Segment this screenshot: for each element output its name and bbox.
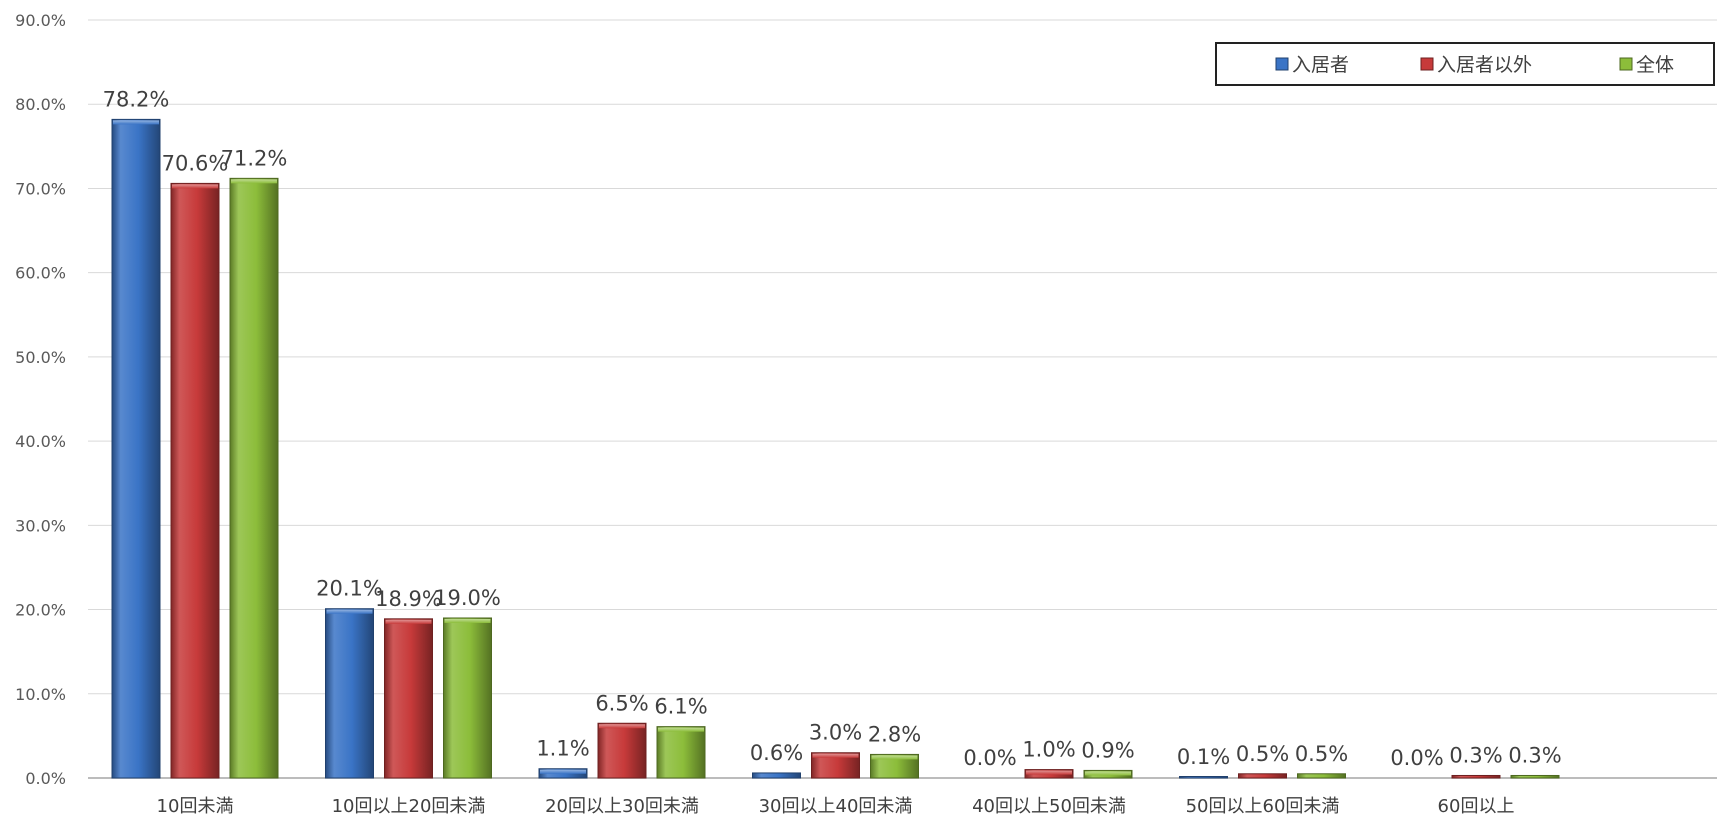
data-label: 70.6% <box>162 151 229 175</box>
data-label: 2.8% <box>868 722 921 746</box>
data-labels: 78.2% 70.6%71.2% 20.1%18.9%19.0% 1.1%6.5% 6.… <box>103 87 1562 770</box>
data-label: 0.3% <box>1449 743 1502 767</box>
data-label: 18.9% <box>375 587 442 611</box>
bar <box>1297 773 1346 779</box>
bar-highlight <box>871 755 918 760</box>
bar-highlight <box>172 184 218 189</box>
bar-highlight <box>540 769 586 774</box>
x-tick-label: 60回以上 <box>1438 796 1515 817</box>
data-label: 0.0% <box>963 746 1016 770</box>
data-label: 1.1% <box>536 737 589 761</box>
legend-swatch <box>1420 57 1434 71</box>
data-label: 1.0% <box>1022 738 1075 762</box>
bar <box>597 722 647 779</box>
bar-highlight <box>1085 771 1131 776</box>
bar <box>229 177 279 779</box>
data-label: 3.0% <box>809 721 862 745</box>
x-axis: 10回未満 10回以上20回未満 20回以上30回未満 30回以上40回未満 40回以上… <box>157 796 1515 817</box>
data-label: 0.0% <box>1390 746 1443 770</box>
data-label: 0.9% <box>1081 738 1134 762</box>
legend-label: 入居者 <box>1292 54 1349 76</box>
data-label: 6.5% <box>595 691 648 715</box>
bar <box>1510 774 1560 779</box>
bars <box>111 118 1560 779</box>
bar-highlight <box>658 727 704 732</box>
bar <box>1179 776 1228 779</box>
data-label: 0.3% <box>1508 743 1561 767</box>
bar-highlight <box>231 179 277 184</box>
y-axis: 0.0% 10.0% 20.0% 30.0% 40.0% 50.0% 60.0% 70.0% 8… <box>15 11 66 788</box>
data-label: 19.0% <box>434 586 501 610</box>
data-label: 0.1% <box>1177 745 1230 769</box>
x-tick-label: 30回以上40回未満 <box>759 796 913 817</box>
legend-swatch <box>1619 57 1633 71</box>
x-tick-label: 10回以上20回未満 <box>332 796 486 817</box>
y-tick-label: 20.0% <box>15 601 66 620</box>
bar-highlight <box>444 618 491 623</box>
y-tick-label: 0.0% <box>25 769 66 788</box>
bar <box>111 118 161 779</box>
data-label: 78.2% <box>103 87 170 111</box>
bar <box>752 772 801 779</box>
bar <box>170 182 220 779</box>
x-tick-label: 40回以上50回未満 <box>972 796 1126 817</box>
bar <box>1451 774 1501 779</box>
y-tick-label: 90.0% <box>15 11 66 30</box>
bar-highlight <box>113 120 159 125</box>
legend-label: 全体 <box>1636 54 1674 76</box>
bar-highlight <box>1026 770 1072 775</box>
bar <box>384 618 433 779</box>
x-tick-label: 50回以上60回未満 <box>1186 796 1340 817</box>
data-label: 20.1% <box>316 577 383 601</box>
legend-label: 入居者以外 <box>1437 54 1532 76</box>
y-tick-label: 60.0% <box>15 264 66 283</box>
y-tick-label: 40.0% <box>15 432 66 451</box>
data-label: 0.5% <box>1236 742 1289 766</box>
bar <box>325 608 374 779</box>
data-label: 6.1% <box>654 695 707 719</box>
bar-highlight <box>326 609 373 614</box>
bar <box>443 617 492 779</box>
data-label: 0.6% <box>750 741 803 765</box>
y-tick-label: 30.0% <box>15 516 66 535</box>
y-tick-label: 80.0% <box>15 95 66 114</box>
bar-highlight <box>599 724 645 729</box>
x-tick-label: 10回未満 <box>157 796 234 817</box>
data-label: 71.2% <box>221 146 288 170</box>
bar-highlight <box>385 619 432 624</box>
bar <box>1238 773 1287 779</box>
legend-swatch <box>1275 57 1289 71</box>
x-tick-label: 20回以上30回未満 <box>545 796 699 817</box>
bar-highlight <box>812 753 859 758</box>
y-tick-label: 10.0% <box>15 685 66 704</box>
y-tick-label: 70.0% <box>15 179 66 198</box>
legend: 入居者 入居者以外 全体 <box>1215 42 1715 86</box>
y-tick-label: 50.0% <box>15 348 66 367</box>
bar <box>656 726 706 779</box>
bar <box>870 753 919 779</box>
data-label: 0.5% <box>1295 742 1348 766</box>
